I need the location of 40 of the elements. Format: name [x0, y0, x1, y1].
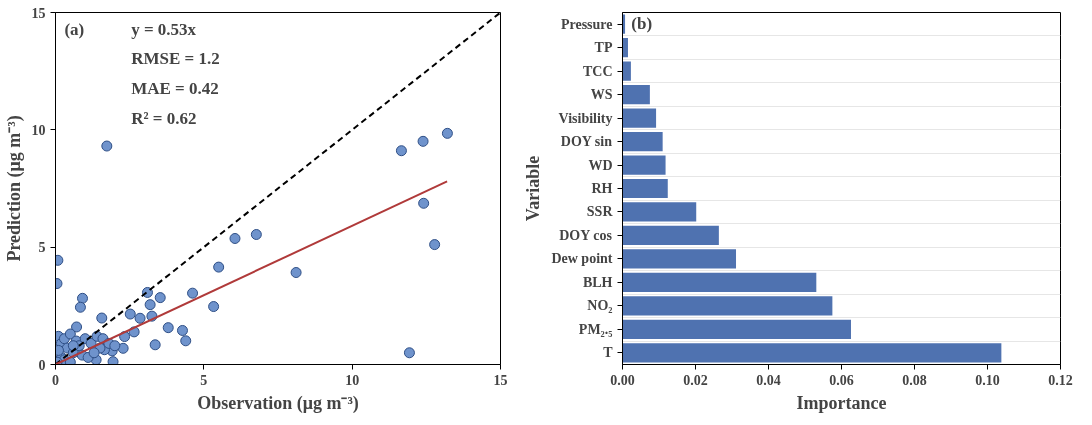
x-tick-label: 0.10 [975, 372, 1000, 388]
y-tick-label: 15 [31, 5, 46, 21]
y-tick-label: DOY cos [559, 227, 613, 243]
y-tick-label: RH [591, 181, 613, 196]
annotation: y = 0.53x [131, 19, 197, 39]
x-tick-label: 10 [345, 372, 360, 388]
y-tick-label: 0 [38, 357, 46, 373]
annotation: (a) [64, 19, 85, 39]
x-tick-label: 5 [200, 372, 208, 388]
annotation: RMSE = 1.2 [131, 49, 220, 69]
x-tick-label: 0.06 [829, 372, 854, 388]
x-axis-title: Importance [796, 392, 887, 413]
annotation: R² = 0.62 [131, 109, 197, 129]
y-tick-label: TP [594, 40, 613, 56]
y-tick-label: Pressure [560, 16, 613, 32]
x-tick-label: 0.00 [610, 372, 635, 388]
y-axis-title: Prediction (μg m⁻³) [3, 115, 25, 262]
annotation: MAE = 0.42 [131, 79, 219, 99]
y-tick-label: T [603, 345, 614, 361]
y-axis-title: Variable [523, 155, 544, 222]
x-tick-label: 15 [493, 372, 508, 388]
y-tick-label: WD [588, 157, 613, 173]
y-tick-label: BLH [582, 274, 613, 290]
y-tick-label: SSR [586, 204, 614, 220]
x-tick-label: 0 [52, 372, 59, 388]
y-tick-label: PM₂.₅ [578, 321, 613, 337]
y-tick-label: Visibility [558, 110, 613, 126]
y-tick-label: 10 [31, 122, 46, 138]
y-tick-label: TCC [582, 63, 613, 79]
y-tick-label: NO₂ [587, 298, 613, 314]
x-tick-label: 0.02 [683, 372, 708, 388]
x-tick-label: 0.12 [1048, 372, 1073, 388]
y-tick-label: 5 [38, 240, 46, 256]
annotation: (b) [631, 13, 653, 33]
x-tick-label: 0.04 [756, 372, 781, 388]
y-tick-label: Dew point [551, 251, 613, 267]
x-axis-title: Observation (μg m⁻³) [197, 392, 359, 414]
x-tick-label: 0.08 [902, 372, 927, 388]
y-tick-label: DOY sin [560, 134, 613, 150]
y-tick-label: WS [590, 87, 613, 103]
